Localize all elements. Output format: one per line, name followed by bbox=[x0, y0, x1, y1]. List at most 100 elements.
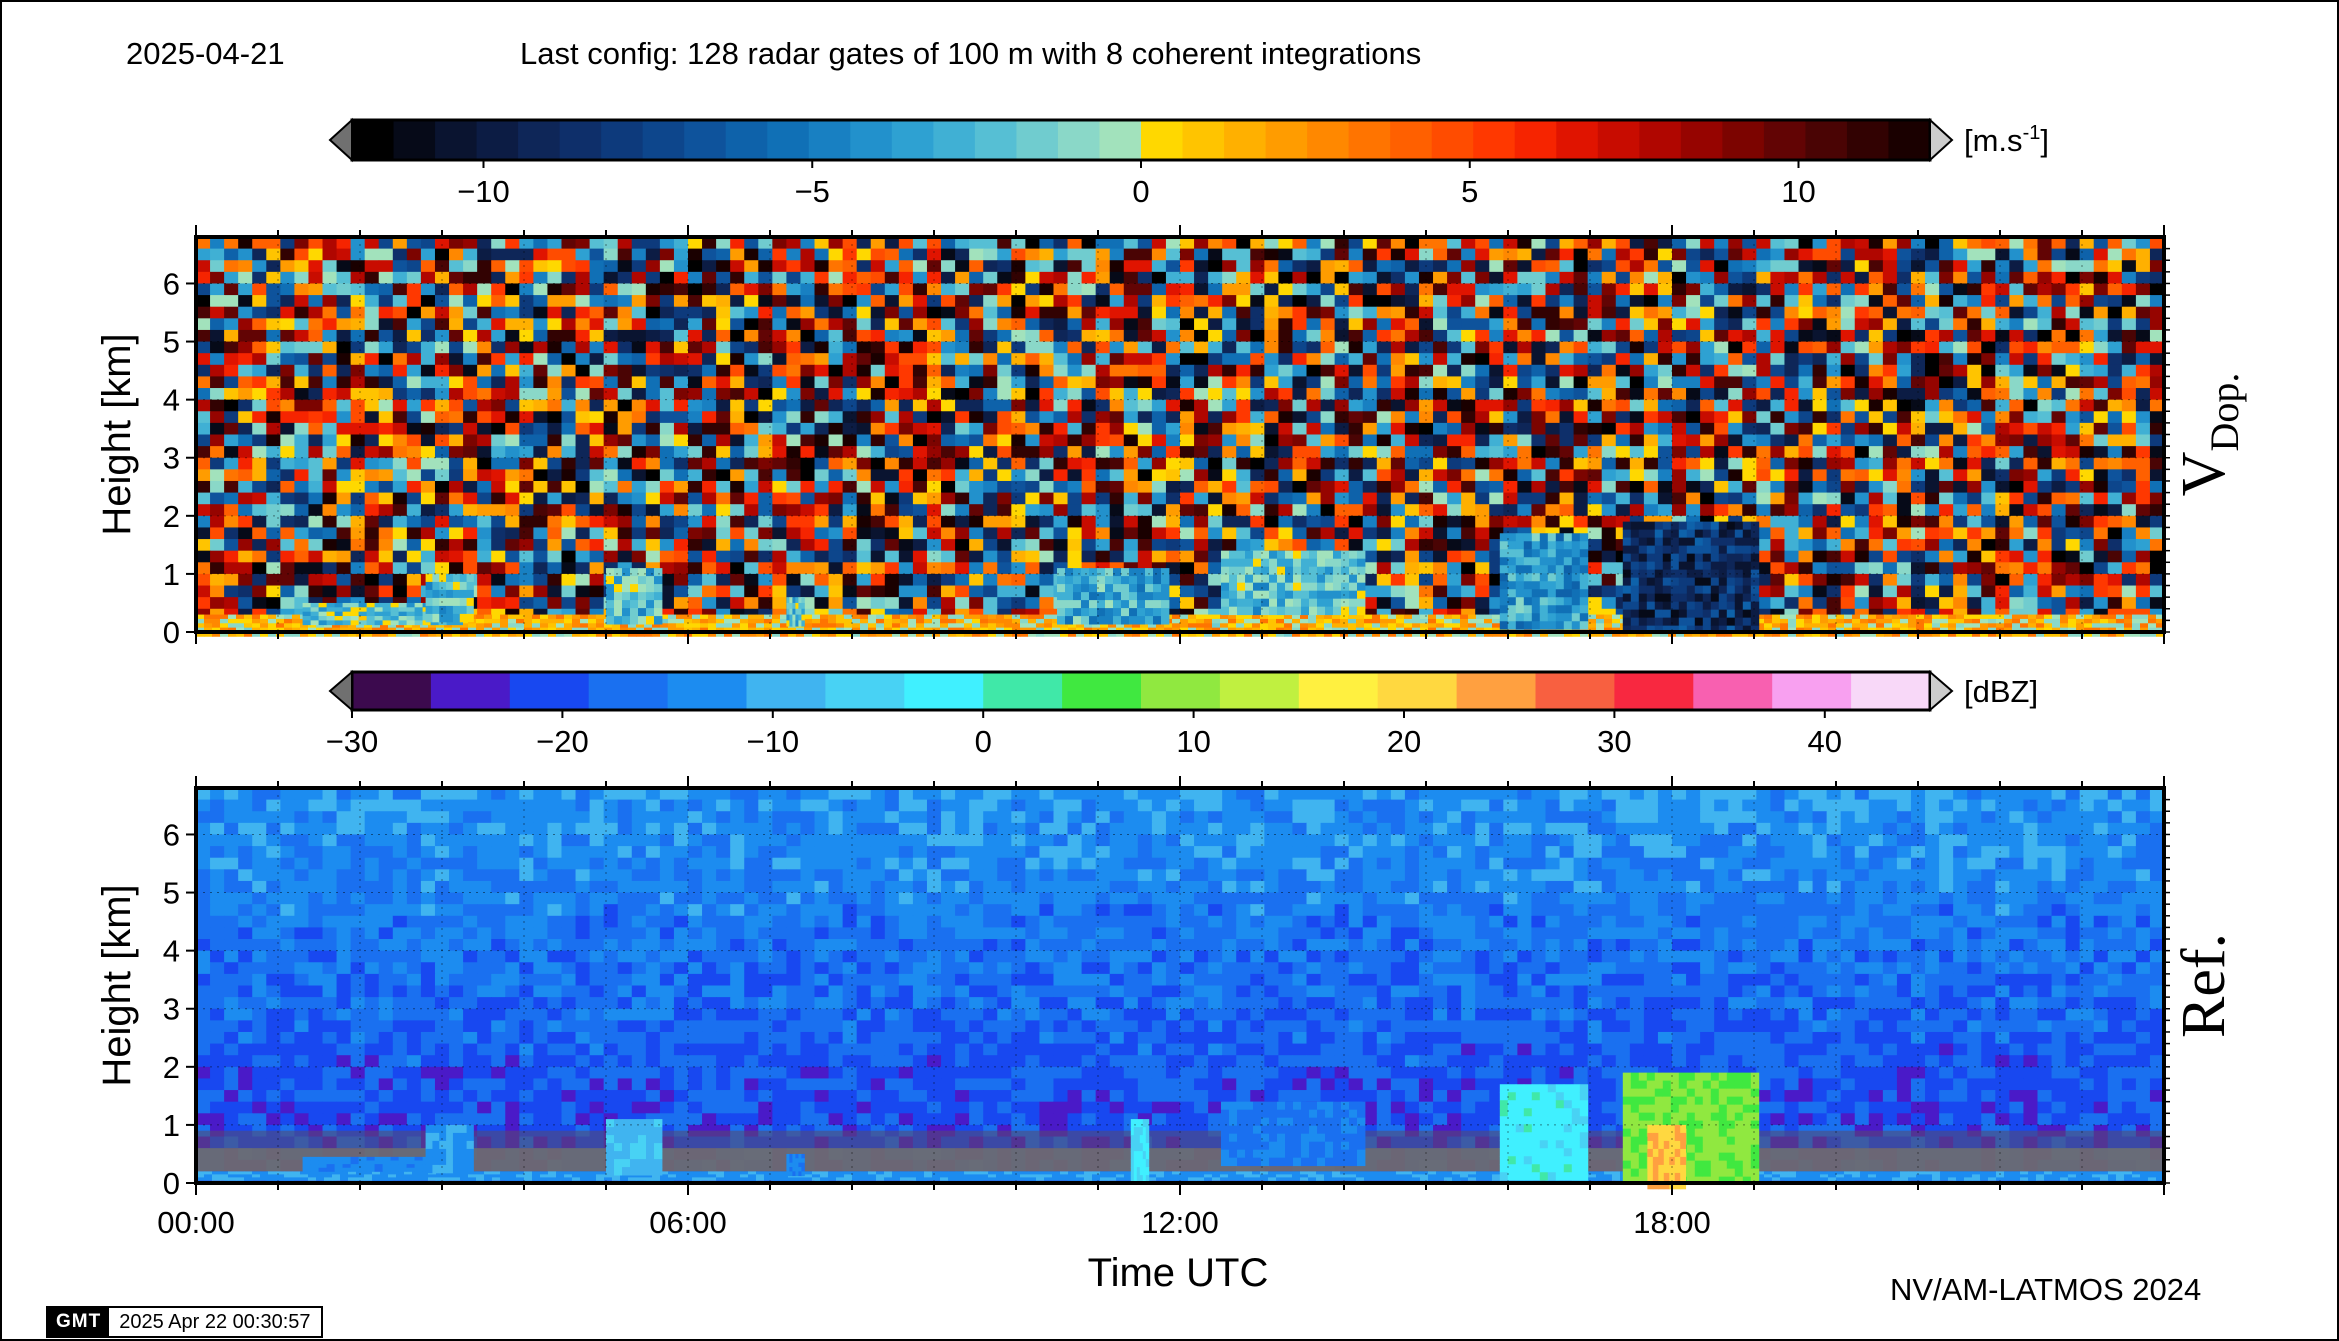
colorbar-tick-label: 5 bbox=[1461, 174, 1478, 209]
echo-cloud bbox=[1499, 533, 1589, 630]
heatmap-background bbox=[196, 788, 2165, 1184]
colorbar-swatch bbox=[352, 672, 432, 710]
colorbar-swatch bbox=[904, 672, 984, 710]
colorbar-swatch bbox=[476, 120, 519, 160]
colorbar-swatch bbox=[352, 120, 395, 160]
y-tick-label: 5 bbox=[163, 876, 180, 911]
y-axis-label: Height [km] bbox=[95, 884, 139, 1086]
config-label: Last config: 128 radar gates of 100 m wi… bbox=[520, 36, 1422, 71]
colorbar-swatch bbox=[601, 120, 644, 160]
grid bbox=[196, 237, 2164, 632]
colorbar-swatch bbox=[808, 120, 851, 160]
colorbar-swatch bbox=[767, 120, 810, 160]
y-tick-label: 1 bbox=[163, 1108, 180, 1143]
colorbar-tick-label: 20 bbox=[1387, 724, 1421, 759]
echo-cloud bbox=[1221, 1101, 1366, 1167]
colorbar-swatch bbox=[974, 120, 1018, 160]
echo-cloud bbox=[1499, 1084, 1589, 1181]
y-axis-label: Height [km] bbox=[95, 333, 139, 535]
colorbar-tick-label: 0 bbox=[1132, 174, 1149, 209]
colorbar-swatch bbox=[1556, 120, 1599, 160]
echo-cloud bbox=[786, 1153, 805, 1177]
y-tick-label: 1 bbox=[163, 557, 180, 592]
y-tick-label: 6 bbox=[163, 817, 180, 852]
panel-2: Ref. bbox=[186, 669, 2238, 1195]
colorbar-tick-label: −20 bbox=[536, 724, 589, 759]
echo-precipitation bbox=[1622, 521, 1760, 635]
echo-precipitation bbox=[1622, 1072, 1760, 1186]
x-tick-label: 18:00 bbox=[1633, 1205, 1711, 1240]
echo-precipitation-core bbox=[1647, 1124, 1687, 1190]
colorbar-swatch bbox=[1224, 120, 1267, 160]
colorbar-swatch bbox=[1219, 672, 1300, 710]
colorbar-swatch bbox=[746, 672, 826, 710]
colorbar-swatch bbox=[1473, 120, 1516, 160]
colorbar-swatch bbox=[1265, 120, 1308, 160]
y-tick-label: 4 bbox=[163, 934, 180, 969]
colorbar-swatch bbox=[1535, 672, 1615, 710]
colorbar-swatch bbox=[518, 120, 561, 160]
colorbar-swatch bbox=[983, 672, 1063, 710]
colorbar-swatch bbox=[1182, 120, 1225, 160]
colorbar-swatch bbox=[1888, 120, 1931, 160]
colorbar-swatch bbox=[1099, 120, 1142, 160]
colorbar-swatch bbox=[1141, 672, 1221, 710]
colorbar-swatch bbox=[1016, 120, 1059, 160]
colorbar-unit: [dBZ] bbox=[1964, 674, 2038, 709]
colorbar-swatch bbox=[559, 120, 602, 160]
y-tick-label: 2 bbox=[163, 499, 180, 534]
colorbar-swatch bbox=[393, 120, 436, 160]
colorbar-swatch bbox=[1377, 672, 1458, 710]
colorbar-swatch bbox=[1057, 120, 1101, 160]
colorbar-tick-label: 10 bbox=[1781, 174, 1815, 209]
echo-cloud bbox=[1057, 568, 1170, 625]
echo-cloud bbox=[1221, 550, 1366, 616]
colorbar-unit-close: ] bbox=[2040, 123, 2049, 158]
colorbar-tick-label: 40 bbox=[1808, 724, 1842, 759]
y-tick-label: 2 bbox=[163, 1050, 180, 1085]
y-tick-label: 5 bbox=[163, 325, 180, 360]
colorbar-low-extension bbox=[328, 669, 353, 713]
panel-label-main: V bbox=[2170, 451, 2238, 496]
colorbar-swatch bbox=[725, 120, 768, 160]
colorbar-low-extension bbox=[328, 117, 353, 163]
echo-cloud bbox=[425, 1124, 474, 1174]
y-tick-label: 3 bbox=[163, 441, 180, 476]
x-tick-label: 06:00 bbox=[649, 1205, 727, 1240]
colorbar-swatch bbox=[1348, 120, 1391, 160]
credit-label: NV/AM-LATMOS 2024 bbox=[1890, 1272, 2202, 1307]
colorbar-swatch bbox=[684, 120, 727, 160]
echo-cloud bbox=[1130, 1119, 1150, 1184]
colorbar-swatch bbox=[1722, 120, 1765, 160]
colorbar-swatch bbox=[435, 120, 478, 160]
colorbar-swatch bbox=[1851, 672, 1931, 710]
panel-1: [m.s-1] VDop. bbox=[186, 117, 2247, 644]
colorbar-swatch bbox=[1805, 120, 1848, 160]
colorbar-tick-label: 0 bbox=[975, 724, 992, 759]
panel-label-subscript: Dop. bbox=[2202, 373, 2247, 452]
colorbar-tick-label: −5 bbox=[795, 174, 830, 209]
colorbar-tick-label: −10 bbox=[747, 724, 800, 759]
colorbar-swatch bbox=[1514, 120, 1557, 160]
gmt-logo: GMT bbox=[48, 1308, 110, 1336]
y-tick-label: 3 bbox=[163, 992, 180, 1027]
grid bbox=[196, 788, 2164, 1183]
x-axis-label: Time UTC bbox=[1088, 1251, 1269, 1295]
y-tick-label: 0 bbox=[163, 615, 180, 650]
colorbar-swatch bbox=[1307, 120, 1350, 160]
timestamp-text: 2025 Apr 22 00:30:57 bbox=[119, 1310, 311, 1333]
panel-label: VDop. bbox=[2170, 373, 2247, 497]
x-tick-label: 00:00 bbox=[157, 1205, 235, 1240]
y-tick-label: 6 bbox=[163, 266, 180, 301]
colorbar-swatch bbox=[509, 672, 590, 710]
colorbar-swatch bbox=[1614, 672, 1694, 710]
colorbar-swatch bbox=[891, 120, 934, 160]
colorbar-swatch bbox=[1062, 672, 1142, 710]
colorbar-swatch bbox=[430, 672, 511, 710]
colorbar-swatch bbox=[667, 672, 748, 710]
echo-cloud bbox=[606, 568, 663, 625]
colorbar-unit: [m.s-1] bbox=[1964, 122, 2049, 158]
colorbar-unit-base: [m.s bbox=[1964, 123, 2023, 158]
colorbar-tick-label: 10 bbox=[1176, 724, 1210, 759]
